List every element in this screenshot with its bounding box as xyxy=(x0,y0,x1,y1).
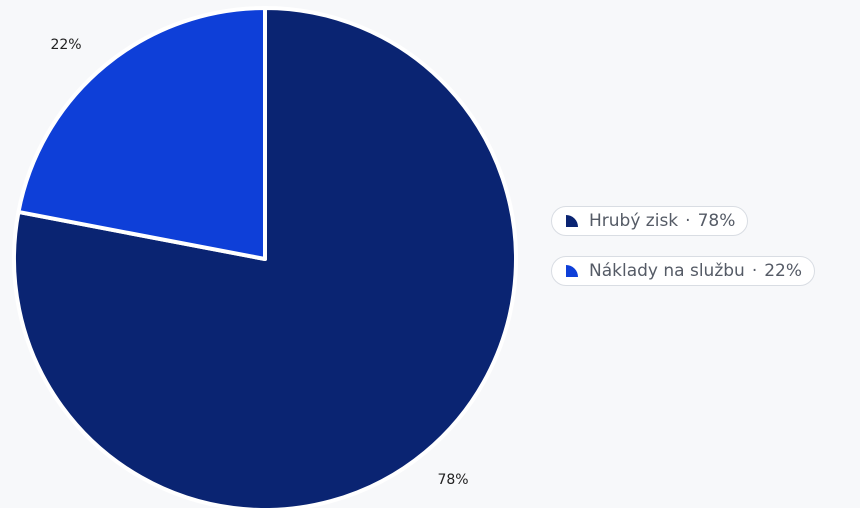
legend: Hrubý zisk · 78% Náklady na službu · 22% xyxy=(551,206,816,286)
legend-item-naklady-na-sluzbu[interactable]: Náklady na službu · 22% xyxy=(551,256,816,286)
legend-separator: · xyxy=(685,211,691,231)
legend-label: Náklady na službu xyxy=(589,261,745,281)
quarter-pie-icon xyxy=(566,265,578,277)
pie-slice-label-0: 78% xyxy=(437,472,468,488)
quarter-pie-icon xyxy=(566,215,578,227)
legend-label: Hrubý zisk xyxy=(589,211,679,231)
legend-percent: 22% xyxy=(764,261,803,281)
legend-percent: 78% xyxy=(697,211,736,231)
pie-slice-label-1: 22% xyxy=(50,37,81,53)
legend-item-hruby-zisk[interactable]: Hrubý zisk · 78% xyxy=(551,206,749,236)
legend-separator: · xyxy=(751,261,758,281)
pie-slice-1[interactable] xyxy=(16,6,267,261)
pie-chart: 78% 22% xyxy=(12,6,518,508)
